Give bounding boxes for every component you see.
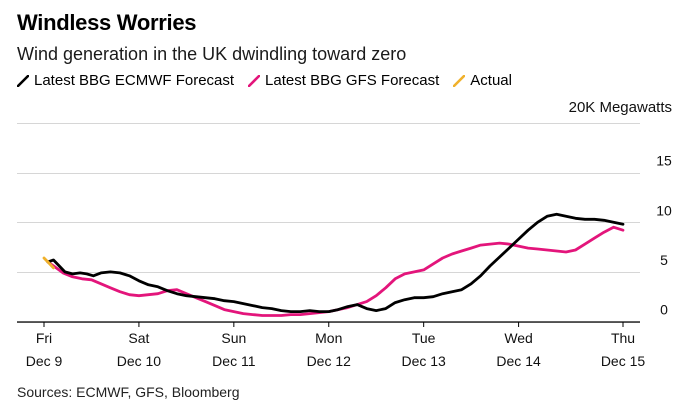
y-tick-label: 5	[660, 252, 668, 268]
y-tick-label: 0	[660, 302, 668, 318]
legend-item-gfs: Latest BBG GFS Forecast	[248, 72, 439, 89]
y-unit-label: 20K Megawatts	[569, 99, 672, 116]
x-tick-day: Tue	[412, 330, 436, 346]
x-tick-date: Dec 11	[212, 353, 256, 369]
series-line-latest-bbg-ecmwf-forecast	[46, 212, 625, 314]
legend-swatch-ecmwf	[17, 74, 29, 87]
series-lines	[42, 212, 625, 317]
series-line-actual	[42, 256, 55, 270]
legend-item-ecmwf: Latest BBG ECMWF Forecast	[17, 72, 234, 89]
legend-label-ecmwf: Latest BBG ECMWF Forecast	[34, 72, 235, 89]
legend: Latest BBG ECMWF Forecast Latest BBG GFS…	[17, 72, 526, 89]
x-tick-day: Fri	[36, 330, 52, 346]
x-tick-date: Dec 14	[496, 353, 541, 369]
source-note: Sources: ECMWF, GFS, Bloomberg	[17, 384, 240, 400]
x-tick-date: Dec 13	[401, 353, 446, 369]
x-tick-day: Wed	[504, 330, 533, 346]
x-tick-date: Dec 12	[307, 353, 352, 369]
chart-title: Windless Worries	[17, 10, 197, 35]
legend-item-actual: Actual	[453, 72, 512, 89]
chart-subtitle: Wind generation in the UK dwindling towa…	[17, 44, 407, 64]
legend-swatch-gfs	[248, 74, 261, 87]
x-tick-labels: Fri Dec 9 Sat Dec 10 Sun Dec 11 Mon Dec 12 Tue De…	[26, 322, 646, 369]
legend-swatch-actual	[453, 74, 466, 87]
x-tick-date: Dec 10	[117, 353, 162, 369]
x-tick-date: Dec 15	[601, 353, 646, 369]
legend-label-gfs: Latest BBG GFS Forecast	[265, 72, 440, 89]
x-tick-day: Sun	[221, 330, 246, 346]
series-line-latest-bbg-gfs-forecast	[46, 225, 625, 317]
x-tick-date: Dec 9	[26, 353, 63, 369]
y-tick-label: 10	[656, 202, 672, 218]
x-tick-day: Mon	[315, 330, 342, 346]
x-tick-day: Thu	[611, 330, 635, 346]
gridlines	[17, 123, 640, 323]
x-tick-day: Sat	[128, 330, 149, 346]
y-tick-label: 15	[656, 153, 672, 169]
y-tick-labels: 0 5 10 15	[656, 153, 672, 318]
legend-label-actual: Actual	[470, 72, 512, 89]
